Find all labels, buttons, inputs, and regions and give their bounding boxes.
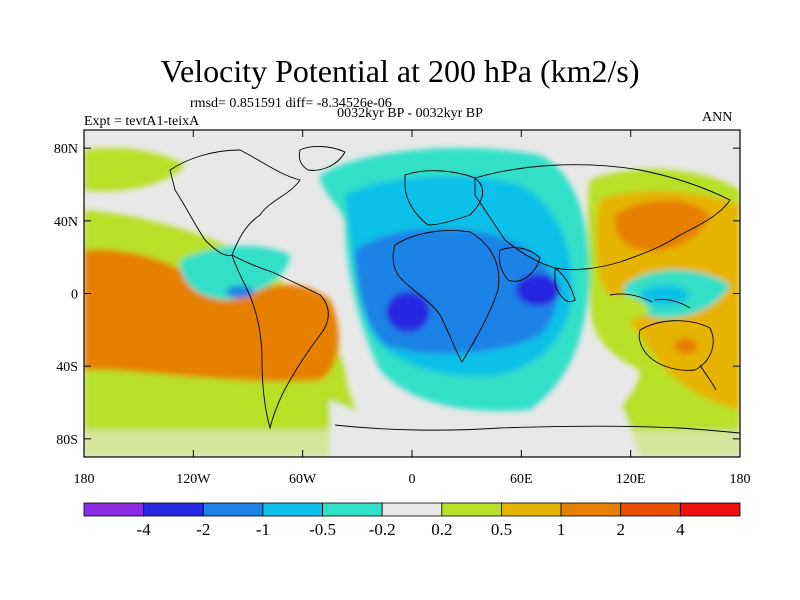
europe-coast <box>404 170 484 226</box>
colorbar-swatch <box>83 502 145 517</box>
pacific-orange-region <box>84 249 339 382</box>
colorbar-label: -1 <box>256 520 270 539</box>
colorbar-label: 1 <box>557 520 566 539</box>
colorbar: -4 -2 -1 -0.5 -0.2 0.2 0.5 1 2 4 <box>83 502 741 539</box>
lon-tick-label: 60W <box>289 472 317 487</box>
colorbar-swatch <box>501 502 562 517</box>
australia-coast <box>638 320 714 371</box>
latitude-ticks: 80N 40N 0 40S 80S <box>54 142 740 448</box>
asia-orange-region <box>614 200 710 251</box>
south-america-coast <box>231 254 329 430</box>
colorbar-swatch <box>262 502 323 517</box>
colorbar-swatch <box>322 502 383 517</box>
caribbean-cyan-region <box>180 245 290 300</box>
lat-tick-label: 80S <box>56 433 78 448</box>
colorbar-label: -2 <box>196 520 210 539</box>
india-coast <box>554 267 576 303</box>
asia-coast <box>474 164 731 271</box>
colorbar-swatch <box>143 502 204 517</box>
australia-orange-spot <box>674 338 698 354</box>
greenland-coast <box>298 146 346 171</box>
colorbar-label: -0.5 <box>309 520 336 539</box>
new-zealand-coast <box>699 364 717 391</box>
arabia-coast <box>498 247 541 282</box>
africa-coast <box>392 230 500 363</box>
stats-text: rmsd= 0.851591 diff= -8.34526e-06 <box>190 96 392 111</box>
colorbar-swatch <box>560 502 622 517</box>
lon-tick-label: 0 <box>409 472 416 487</box>
antarctica-coast <box>334 424 740 434</box>
maritime-lightblue-region <box>641 285 689 305</box>
indian-minimum <box>516 274 560 306</box>
lat-tick-label: 40N <box>54 215 78 230</box>
colorbar-swatch <box>620 502 681 517</box>
atlantic-minimum <box>386 292 430 332</box>
colorbar-label: 0.2 <box>431 520 452 539</box>
colorbar-label: 0.5 <box>491 520 512 539</box>
contour-field <box>84 130 740 457</box>
lat-tick-label: 0 <box>71 288 78 303</box>
lon-tick-label: 180 <box>74 472 95 487</box>
colorbar-swatch <box>441 502 502 517</box>
north-america-coast <box>169 149 301 257</box>
lat-tick-label: 80N <box>54 142 78 157</box>
coastlines <box>169 146 740 434</box>
indonesia-coast <box>609 293 691 309</box>
lon-tick-label: 120W <box>176 472 211 487</box>
longitude-ticks: 180 120W 60W 0 60E 120E 180 <box>74 130 751 487</box>
colorbar-label: 4 <box>676 520 685 539</box>
arctic-green-region <box>84 148 185 192</box>
lat-tick-label: 40S <box>56 360 78 375</box>
colorbar-label: 2 <box>616 520 625 539</box>
lon-tick-label: 60E <box>510 472 533 487</box>
period-label: 0032kyr BP - 0032kyr BP <box>337 106 483 121</box>
chart-title: Velocity Potential at 200 hPa (km2/s) <box>160 53 640 89</box>
colorbar-label: -4 <box>137 520 152 539</box>
lon-tick-label: 180 <box>730 472 751 487</box>
season-label: ANN <box>702 110 733 125</box>
colorbar-swatch <box>202 502 264 517</box>
colorbar-swatch <box>679 502 741 517</box>
indonesia-green-region <box>600 294 650 322</box>
colorbar-swatch <box>381 502 443 517</box>
lon-tick-label: 120E <box>616 472 646 487</box>
experiment-label: Expt = tevtA1-teixA <box>84 114 200 129</box>
polar-band <box>84 430 740 457</box>
colorbar-label: -0.2 <box>369 520 396 539</box>
